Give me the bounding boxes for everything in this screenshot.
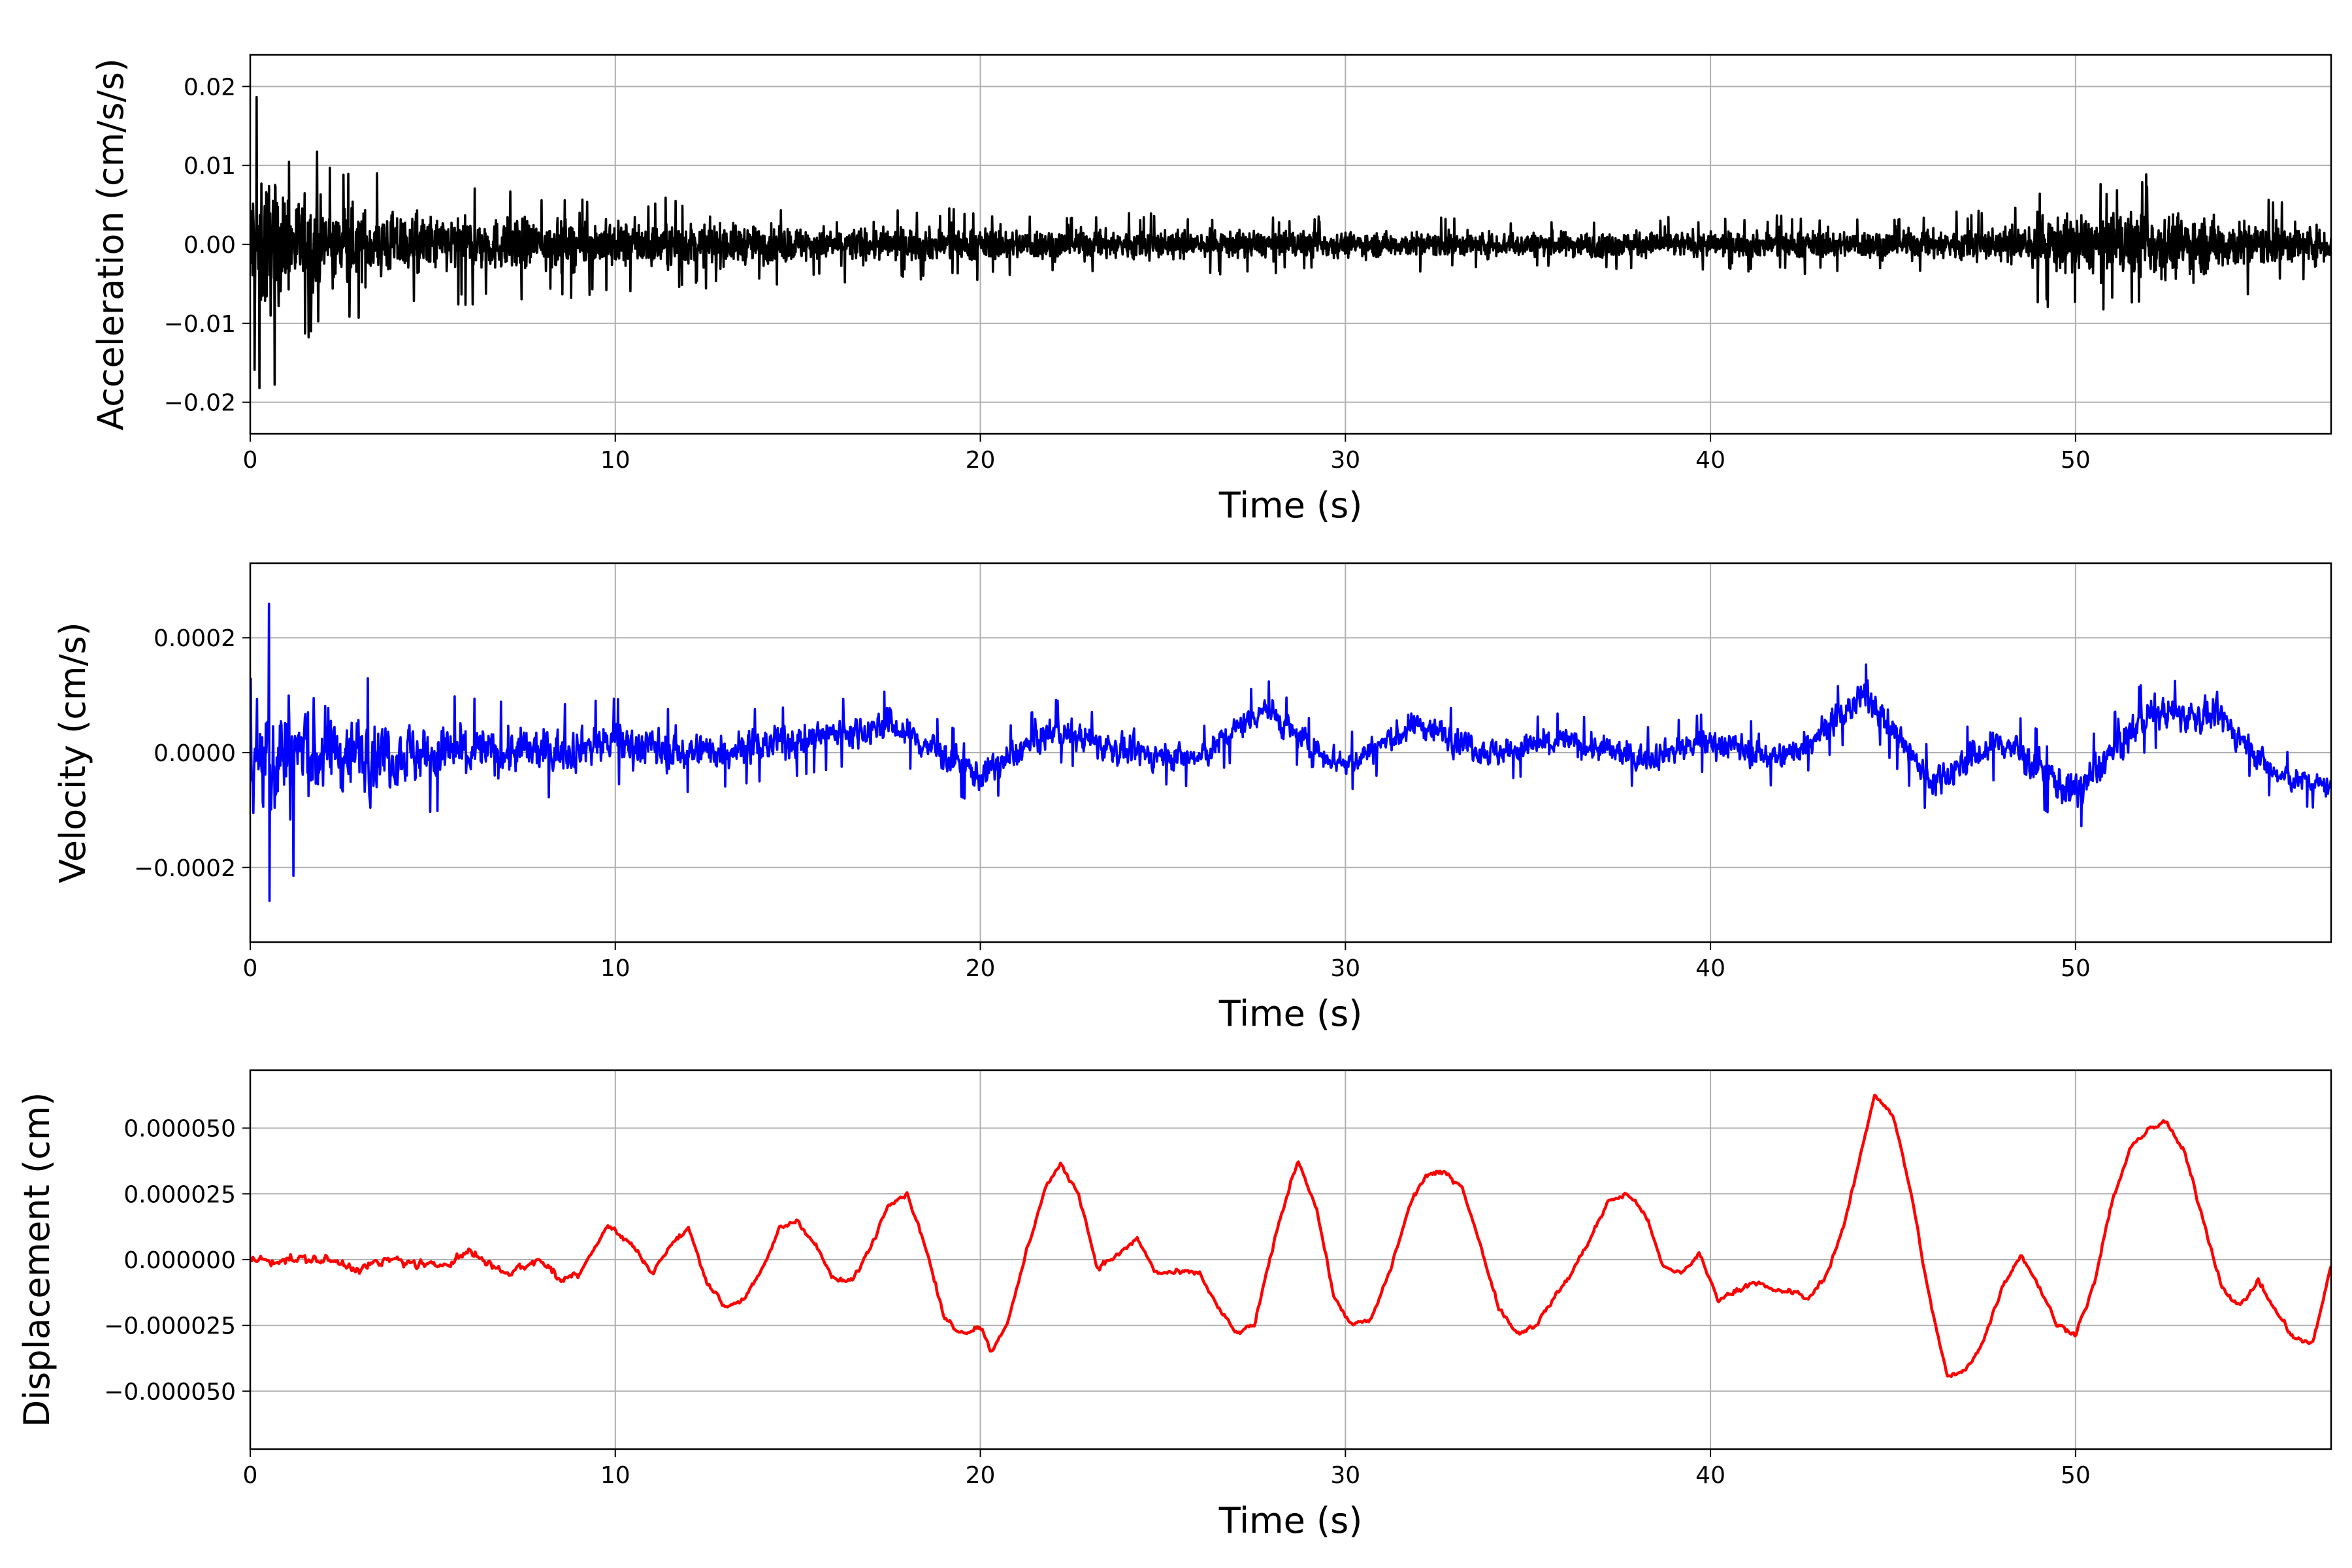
acceleration-x-tick-label: 0 xyxy=(243,447,258,474)
velocity-x-tick-label: 40 xyxy=(1695,955,1725,982)
displacement-y-tick-label: 0.000050 xyxy=(123,1116,236,1143)
velocity-plot-frame xyxy=(249,562,2332,943)
velocity-series-line xyxy=(250,602,2331,902)
acceleration-x-tick-label: 30 xyxy=(1330,447,1360,474)
acceleration-ticks: 0 10 20 30 40 50 −0.02 −0.01 0.00 0.01 0.02 xyxy=(164,74,2091,474)
displacement-series-line xyxy=(250,1094,2331,1379)
displacement-y-tick-label: 0.000000 xyxy=(123,1247,236,1274)
acceleration-series-group xyxy=(250,95,2331,389)
displacement-panel: 0 10 20 30 40 50 −0.000050 −0.000025 0.000000 0.0… xyxy=(16,1069,2332,1541)
acceleration-y-tick-label: −0.02 xyxy=(164,390,236,417)
velocity-x-tick-label: 50 xyxy=(2061,955,2091,982)
acceleration-x-tick-label: 50 xyxy=(2061,447,2091,474)
acceleration-series-line xyxy=(250,95,2331,389)
displacement-y-tick-label: 0.000025 xyxy=(123,1181,236,1208)
velocity-x-tick-label: 10 xyxy=(600,955,630,982)
velocity-y-tick-label: −0.0002 xyxy=(134,855,236,882)
displacement-x-tick-label: 30 xyxy=(1330,1462,1360,1489)
displacement-x-axis-label: Time (s) xyxy=(1218,1500,1363,1541)
displacement-plot-frame xyxy=(249,1069,2332,1450)
velocity-x-tick-label: 30 xyxy=(1330,955,1360,982)
velocity-y-tick-label: 0.0000 xyxy=(154,740,236,767)
displacement-series-group xyxy=(250,1094,2331,1379)
displacement-x-tick-label: 50 xyxy=(2061,1462,2091,1489)
acceleration-x-tick-label: 10 xyxy=(600,447,630,474)
displacement-x-tick-label: 0 xyxy=(243,1462,258,1489)
velocity-y-tick-label: 0.0002 xyxy=(154,625,236,652)
acceleration-panel: 0 10 20 30 40 50 −0.02 −0.01 0.00 0.01 0.02 Time (… xyxy=(90,54,2332,526)
displacement-x-tick-label: 40 xyxy=(1695,1462,1725,1489)
acceleration-y-tick-label: 0.01 xyxy=(184,153,236,180)
acceleration-y-tick-label: 0.02 xyxy=(184,74,236,101)
velocity-ticks: 0 10 20 30 40 50 −0.0002 0.0000 0.0002 xyxy=(134,625,2091,982)
acceleration-x-tick-label: 40 xyxy=(1695,447,1725,474)
velocity-x-tick-label: 20 xyxy=(966,955,996,982)
displacement-y-tick-label: −0.000050 xyxy=(104,1379,236,1405)
acceleration-y-axis-label: Acceleration (cm/s/s) xyxy=(90,58,131,431)
displacement-y-axis-label: Displacement (cm) xyxy=(16,1092,57,1428)
displacement-y-tick-label: −0.000025 xyxy=(104,1313,236,1340)
acceleration-y-tick-label: 0.00 xyxy=(184,232,236,259)
displacement-ticks: 0 10 20 30 40 50 −0.000050 −0.000025 0.000000 0.0… xyxy=(104,1116,2091,1489)
displacement-gridlines xyxy=(250,1070,2331,1449)
displacement-x-tick-label: 10 xyxy=(600,1462,630,1489)
velocity-series-group xyxy=(250,602,2331,902)
displacement-x-tick-label: 20 xyxy=(966,1462,996,1489)
acceleration-x-tick-label: 20 xyxy=(966,447,996,474)
velocity-x-axis-label: Time (s) xyxy=(1218,993,1363,1034)
velocity-y-axis-label: Velocity (cm/s) xyxy=(52,622,93,883)
acceleration-plot-frame xyxy=(249,54,2332,435)
acceleration-x-axis-label: Time (s) xyxy=(1218,485,1363,526)
acceleration-y-tick-label: −0.01 xyxy=(164,311,236,338)
velocity-x-tick-label: 0 xyxy=(243,955,258,982)
